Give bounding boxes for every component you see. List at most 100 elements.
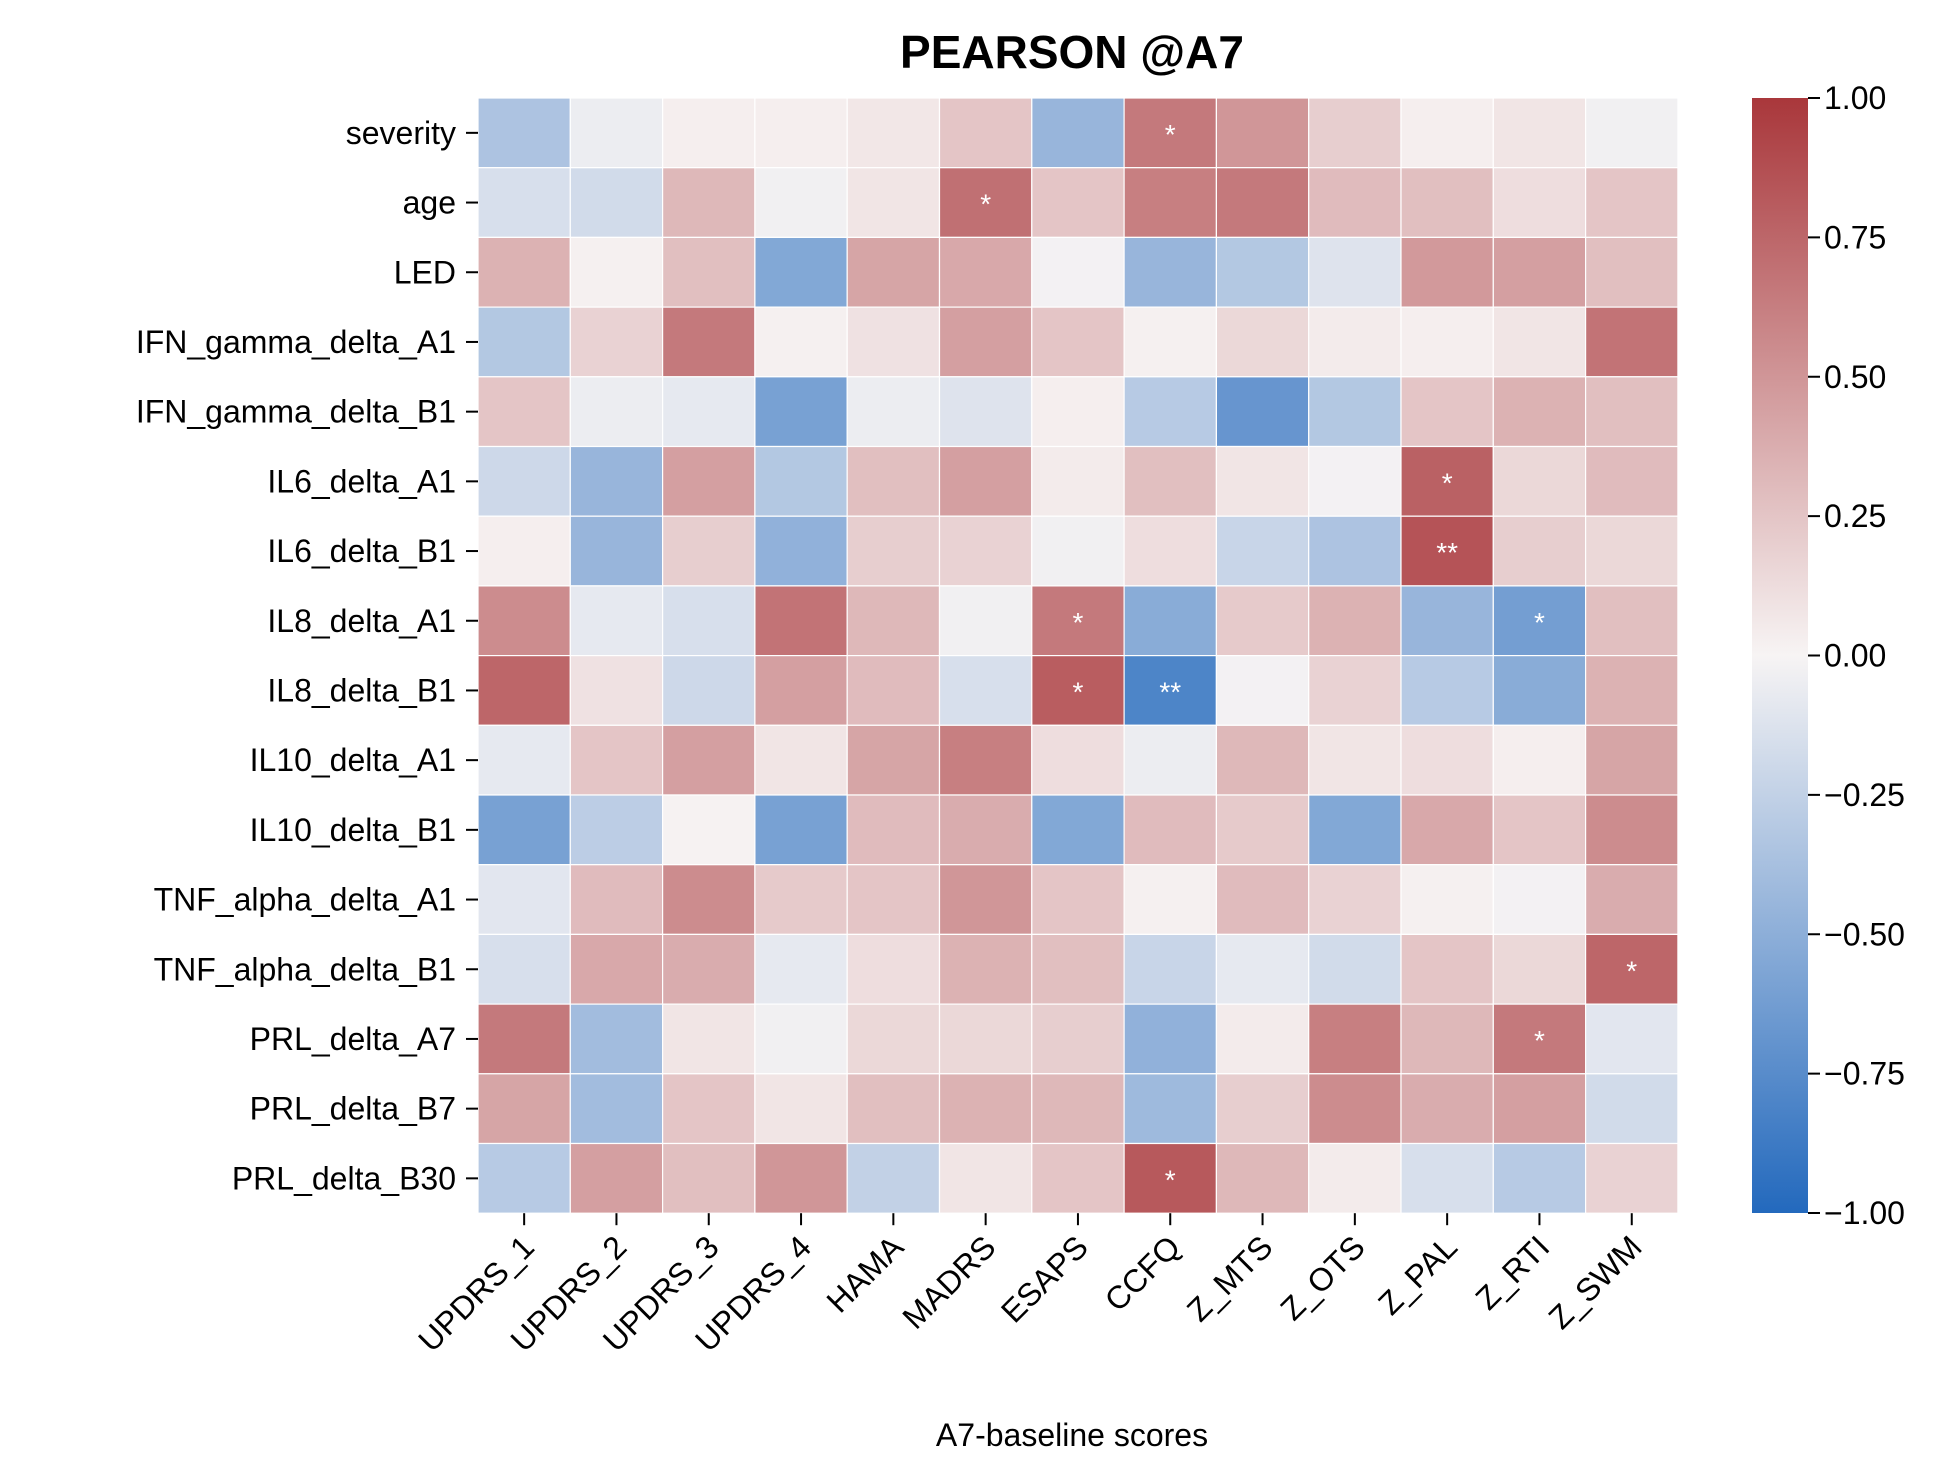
x-tick-label: CCFQ — [1098, 1229, 1188, 1319]
colorbar-tick-label: 0.75 — [1824, 219, 1886, 255]
heatmap-cell — [1308, 933, 1402, 1005]
heatmap-cell — [1400, 1003, 1494, 1075]
heatmap-cell — [1584, 1073, 1679, 1145]
y-tick-label: IL8_delta_A1 — [267, 603, 456, 639]
heatmap-cell — [661, 515, 756, 587]
y-tick-label: LED — [394, 254, 456, 290]
heatmap-cell — [846, 1073, 941, 1145]
heatmap-cell — [846, 1142, 941, 1214]
heatmap-cell — [938, 515, 1033, 587]
x-tick-label: Z_OTS — [1273, 1229, 1371, 1327]
heatmap-cell — [846, 724, 941, 796]
heatmap-cell — [661, 1003, 756, 1075]
heatmap-cell — [1123, 1073, 1217, 1145]
heatmap-cell — [1031, 933, 1125, 1005]
heatmap-cell — [1492, 864, 1587, 936]
heatmap-cell — [661, 97, 756, 169]
heatmap-cell — [1123, 1003, 1217, 1075]
heatmap-cell — [754, 585, 848, 657]
heatmap-cell — [477, 376, 571, 448]
significance-star: * — [1165, 119, 1176, 150]
heatmap-cell — [1123, 515, 1217, 587]
heatmap-cell — [1031, 97, 1125, 169]
heatmap-cell — [569, 97, 664, 169]
significance-star: * — [1165, 1164, 1176, 1195]
y-tick-label: IL6_delta_A1 — [267, 463, 456, 499]
heatmap-cell — [1031, 864, 1125, 936]
heatmap-cell — [754, 794, 848, 866]
heatmap-cell — [1492, 794, 1587, 866]
heatmap-cell — [1308, 236, 1402, 308]
significance-annotations: ****** ** ***** — [980, 119, 1637, 1195]
heatmap-cell — [1492, 1142, 1587, 1214]
heatmap-cell — [1215, 724, 1310, 796]
heatmap-cell — [754, 445, 848, 517]
y-tick-label: age — [403, 185, 456, 221]
heatmap-cell — [846, 933, 941, 1005]
heatmap-cell — [1400, 724, 1494, 796]
heatmap-cell — [938, 1003, 1033, 1075]
heatmap-cell — [1584, 97, 1679, 169]
chart-title: PEARSON @A7 — [900, 26, 1244, 78]
heatmap-cell — [846, 376, 941, 448]
heatmap-cell — [569, 724, 664, 796]
heatmap-cell — [1584, 724, 1679, 796]
heatmap-cell — [1031, 376, 1125, 448]
heatmap-cell — [754, 306, 848, 378]
y-tick-label: IL8_delta_B1 — [267, 672, 456, 708]
heatmap-cell — [938, 236, 1033, 308]
heatmap-cell — [477, 306, 571, 378]
heatmap-cell — [661, 306, 756, 378]
heatmap-cell — [754, 236, 848, 308]
y-tick-label: IL10_delta_A1 — [250, 742, 456, 778]
heatmap-cell — [1308, 654, 1402, 726]
heatmap-cell — [569, 515, 664, 587]
heatmap-cell — [477, 515, 571, 587]
heatmap-cell — [938, 1142, 1033, 1214]
x-tick-label: MADRS — [895, 1229, 1002, 1336]
significance-star: * — [1534, 607, 1545, 638]
heatmap-cell — [1584, 654, 1679, 726]
heatmap-cell — [1584, 306, 1679, 378]
heatmap-cell — [846, 585, 941, 657]
colorbar: 1.00 0.75 0.50 0.25 0.00 −0.25 −0.50 −0.75 −1.00 — [1752, 80, 1905, 1231]
heatmap-cell — [754, 864, 848, 936]
heatmap-cell — [1400, 515, 1494, 587]
heatmap-cell — [661, 933, 756, 1005]
heatmap-cell — [661, 376, 756, 448]
heatmap-cell — [477, 236, 571, 308]
heatmap-cell — [477, 585, 571, 657]
significance-star: * — [1442, 467, 1453, 498]
heatmap-cell — [846, 1003, 941, 1075]
y-tick-label: IL6_delta_B1 — [267, 533, 456, 569]
heatmap-cell — [1308, 167, 1402, 238]
heatmap-cell — [1123, 794, 1217, 866]
heatmap-cell — [754, 167, 848, 238]
heatmap-cell — [938, 97, 1033, 169]
y-tick-label: IFN_gamma_delta_A1 — [136, 324, 456, 360]
heatmap-cell — [1123, 236, 1217, 308]
heatmap-cell — [1400, 1073, 1494, 1145]
heatmap-cell — [938, 445, 1033, 517]
heatmap-cell — [754, 376, 848, 448]
y-axis: severity age LED IFN_gamma_delta_A1 IFN_gamm… — [136, 115, 478, 1196]
heatmap-cell — [1215, 97, 1310, 169]
x-tick-label: Z_RTI — [1468, 1229, 1556, 1317]
heatmap-cell — [1584, 864, 1679, 936]
heatmap-cell — [846, 97, 941, 169]
heatmap-cell — [661, 1073, 756, 1145]
heatmap-cell — [1215, 445, 1310, 517]
heatmap-cell — [1492, 724, 1587, 796]
heatmap-cell — [1215, 1003, 1310, 1075]
heatmap-cell — [1308, 97, 1402, 169]
heatmap-cell — [1308, 1073, 1402, 1145]
heatmap-cell — [1215, 933, 1310, 1005]
heatmap-cell — [1031, 1142, 1125, 1214]
heatmap-cell — [1584, 1003, 1679, 1075]
heatmap-cell — [569, 654, 664, 726]
heatmap-cell — [569, 585, 664, 657]
heatmap-cell — [938, 933, 1033, 1005]
heatmap-cell — [569, 1073, 664, 1145]
heatmap-cell — [1308, 445, 1402, 517]
